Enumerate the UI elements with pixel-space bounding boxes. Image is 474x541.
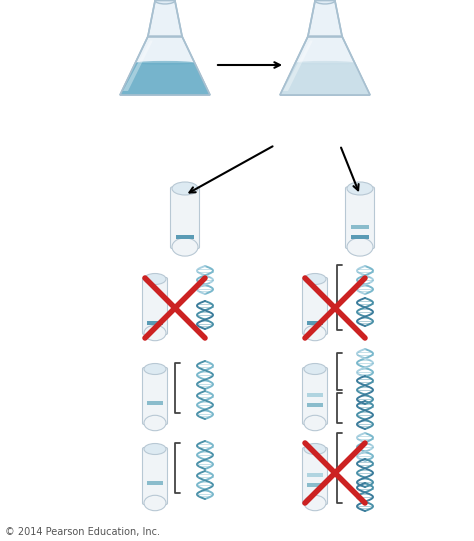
- FancyBboxPatch shape: [143, 367, 167, 425]
- Ellipse shape: [144, 444, 166, 454]
- Ellipse shape: [172, 182, 198, 195]
- Polygon shape: [283, 41, 313, 91]
- Ellipse shape: [304, 444, 326, 454]
- Ellipse shape: [136, 61, 195, 65]
- FancyBboxPatch shape: [346, 187, 374, 248]
- FancyBboxPatch shape: [302, 447, 328, 505]
- FancyBboxPatch shape: [143, 278, 167, 334]
- FancyBboxPatch shape: [302, 278, 328, 334]
- Bar: [147, 401, 163, 405]
- Polygon shape: [123, 41, 153, 91]
- Ellipse shape: [304, 325, 326, 341]
- Ellipse shape: [155, 0, 175, 4]
- Ellipse shape: [144, 415, 166, 431]
- Bar: [307, 473, 323, 477]
- Bar: [176, 235, 194, 240]
- FancyBboxPatch shape: [302, 367, 328, 425]
- Bar: [147, 481, 163, 485]
- FancyBboxPatch shape: [171, 187, 200, 248]
- Ellipse shape: [347, 182, 373, 195]
- Ellipse shape: [315, 0, 335, 4]
- Bar: [351, 225, 369, 229]
- Ellipse shape: [144, 325, 166, 341]
- Polygon shape: [308, 1, 342, 36]
- Bar: [307, 483, 323, 487]
- Polygon shape: [280, 63, 370, 95]
- Polygon shape: [148, 1, 182, 36]
- Polygon shape: [280, 36, 370, 95]
- Polygon shape: [120, 63, 210, 95]
- Ellipse shape: [295, 61, 355, 65]
- Ellipse shape: [347, 238, 373, 256]
- Ellipse shape: [144, 274, 166, 285]
- Ellipse shape: [304, 274, 326, 285]
- Ellipse shape: [304, 415, 326, 431]
- Bar: [307, 403, 323, 407]
- Bar: [307, 321, 323, 325]
- Bar: [307, 393, 323, 397]
- Bar: [351, 235, 369, 240]
- Ellipse shape: [304, 496, 326, 511]
- Ellipse shape: [172, 238, 198, 256]
- Text: © 2014 Pearson Education, Inc.: © 2014 Pearson Education, Inc.: [5, 527, 160, 537]
- Ellipse shape: [144, 496, 166, 511]
- Polygon shape: [120, 36, 210, 95]
- Ellipse shape: [304, 364, 326, 374]
- Bar: [147, 321, 163, 325]
- Ellipse shape: [144, 364, 166, 374]
- FancyBboxPatch shape: [143, 447, 167, 505]
